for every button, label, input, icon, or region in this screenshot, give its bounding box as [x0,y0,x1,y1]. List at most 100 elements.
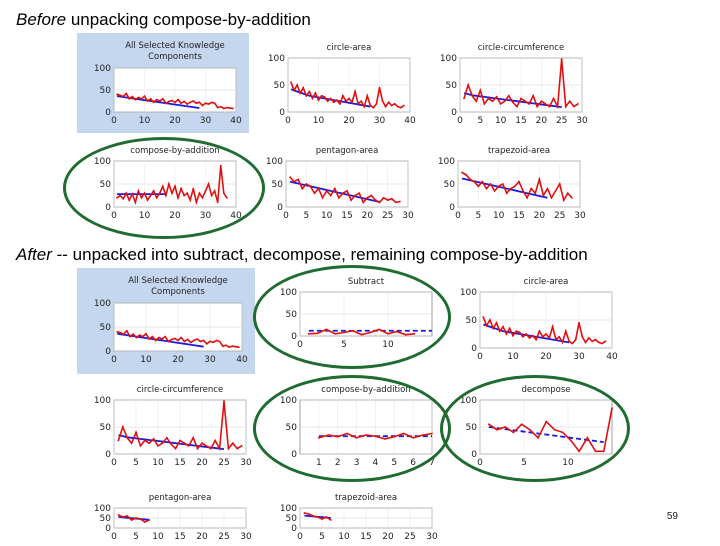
c5-point-5 [481,180,484,183]
c2-point-4 [479,89,482,92]
c4-xtick-2: 10 [321,211,333,221]
c1-point-25 [366,94,369,97]
c13-xtick-6: 30 [426,532,438,542]
c4-point-7 [317,187,320,190]
c0-point-1 [119,94,121,97]
c2-point-27 [572,105,575,108]
c0-xtick-3: 30 [200,116,212,126]
c4-point-19 [366,196,369,199]
c2-point-23 [556,105,559,108]
c6-point-31 [215,339,218,342]
c6-xtick-2: 20 [172,355,184,365]
c0-point-17 [168,100,170,103]
c9-point-20 [205,445,208,447]
c4-point-15 [350,199,352,201]
c6-point-11 [151,335,154,338]
c8-point-9 [512,334,514,337]
after-caption: After -- unpacked into subtract, decompo… [16,245,588,265]
c6-ytick-1: 50 [100,323,112,333]
c6-point-22 [186,338,189,341]
c13-xtick-2: 10 [338,532,350,542]
c5-point-6 [485,187,488,190]
c6-point-15 [164,335,167,338]
c8-title: circle-area [524,277,569,287]
c0-point-16 [164,102,167,105]
c0-point-10 [146,100,149,102]
c9-xtick-2: 10 [152,458,164,468]
c1-point-31 [384,105,387,108]
c1-point-0 [290,81,292,84]
c6-point-36 [231,345,234,348]
c13-ytick-0: 0 [291,524,297,534]
c8-point-20 [548,337,551,339]
c1-point-21 [354,90,356,93]
c9-point-4 [135,431,137,434]
c8-xtick-3: 30 [573,352,585,362]
c4-ytick-2: 100 [266,157,283,167]
c4-point-5 [309,185,312,188]
c4-xtick-3: 15 [341,211,352,221]
c0-point-18 [171,99,173,102]
c2-point-19 [540,100,543,103]
c2-point-26 [568,100,571,103]
c0-point-27 [198,101,201,104]
c0-ytick-2: 100 [94,64,111,74]
c1-point-10 [320,94,323,97]
c1-point-13 [329,97,332,100]
c13-xtick-3: 15 [360,532,371,542]
c8-point-2 [489,319,491,321]
c12-point-5 [139,518,142,520]
c6-point-35 [228,346,231,349]
c9-point-9 [157,445,159,447]
c9-point-10 [161,442,164,445]
after-compose-ellipse [253,375,451,482]
before-caption: Before unpacking compose-by-addition [16,10,311,30]
c1-point-15 [335,99,338,102]
c0-point-14 [158,100,161,102]
c13-xtick-4: 20 [382,532,394,542]
c8-xtick-1: 10 [507,352,519,362]
c9-point-18 [196,447,199,450]
c8-point-19 [545,333,547,335]
c5-point-25 [562,199,565,201]
c4-point-25 [390,197,393,200]
c5-xtick-2: 10 [493,211,505,221]
c4-point-22 [378,201,381,204]
c0-point-19 [174,101,176,104]
c8-point-33 [591,340,594,343]
c4-point-11 [333,187,336,190]
before-chart-circle-circumference: circle-circumference 0 50 100 0 5 10 15 20 25 30 [440,43,588,126]
c8-point-0 [482,316,485,319]
c8-point-37 [604,340,607,343]
c4-title: pentagon-area [316,146,379,156]
c4-point-0 [289,176,291,178]
c1-point-32 [387,101,390,104]
before-chart-pentagon-area: pentagon-area 0 50 100 0 5 10 15 20 25 30 [266,146,414,221]
c6-point-32 [218,340,221,343]
c6-point-28 [205,342,208,345]
c5-point-19 [538,178,541,181]
c4-point-9 [325,190,328,192]
c6-point-30 [212,341,215,344]
c6-point-34 [225,344,227,347]
c8-xtick-0: 0 [477,352,483,362]
c1-point-3 [299,92,302,94]
c8-point-3 [492,327,495,330]
c8-point-4 [495,321,498,324]
c4-point-20 [370,194,373,197]
c0-point-32 [213,102,216,105]
c0-point-7 [137,96,140,99]
c1-point-23 [360,100,363,103]
c0-xtick-0: 0 [111,116,117,126]
c0-point-22 [183,100,186,103]
c4-point-8 [321,196,324,199]
c8-xtick-4: 40 [606,352,618,362]
c12-xtick-2: 10 [152,532,164,542]
c9-ytick-0: 0 [105,450,111,460]
c5-point-8 [493,190,496,192]
c5-point-21 [546,187,549,190]
c0-point-12 [152,101,155,104]
c6-point-8 [141,335,144,338]
c9-point-28 [240,445,243,447]
